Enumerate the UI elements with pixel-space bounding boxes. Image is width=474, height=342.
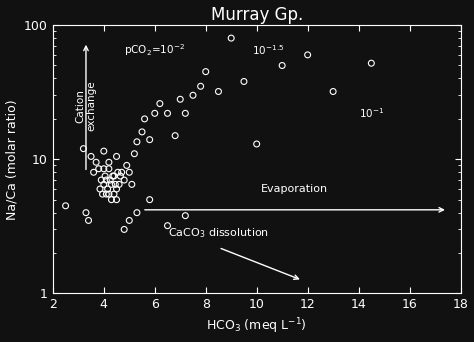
Point: [85, 218, 92, 223]
Point: [156, 101, 164, 106]
Point: [131, 151, 138, 156]
Point: [253, 141, 261, 147]
Point: [128, 182, 136, 187]
Point: [102, 177, 110, 183]
Text: 10$^{-1.5}$: 10$^{-1.5}$: [252, 43, 284, 57]
X-axis label: HCO$_3$ (meq L$^{-1}$): HCO$_3$ (meq L$^{-1}$): [206, 317, 307, 337]
Point: [123, 163, 130, 168]
Point: [176, 96, 184, 102]
Point: [101, 173, 109, 179]
Text: Evaporation: Evaporation: [261, 184, 328, 194]
Point: [146, 137, 154, 142]
Point: [367, 61, 375, 66]
Text: CaCO$_3$ dissolution: CaCO$_3$ dissolution: [167, 226, 269, 240]
Point: [120, 177, 128, 183]
Point: [106, 177, 114, 183]
Y-axis label: Na/Ca (molar ratio): Na/Ca (molar ratio): [6, 99, 18, 220]
Point: [102, 192, 110, 197]
Point: [164, 223, 171, 228]
Point: [80, 146, 87, 152]
Point: [164, 110, 171, 116]
Point: [278, 63, 286, 68]
Point: [95, 166, 102, 171]
Point: [113, 186, 120, 192]
Text: 10$^{-1}$: 10$^{-1}$: [359, 106, 384, 120]
Point: [98, 177, 105, 183]
Point: [87, 154, 95, 159]
Text: pCO$_2$=10$^{-2}$: pCO$_2$=10$^{-2}$: [124, 42, 185, 58]
Point: [100, 182, 108, 187]
Point: [92, 159, 100, 165]
Point: [126, 218, 133, 223]
Point: [215, 89, 222, 94]
Point: [105, 166, 113, 171]
Title: Murray Gp.: Murray Gp.: [210, 5, 303, 24]
Point: [141, 116, 148, 122]
Point: [90, 170, 97, 175]
Point: [189, 93, 197, 98]
Point: [133, 210, 141, 215]
Point: [100, 148, 108, 154]
Point: [133, 139, 141, 145]
Point: [329, 89, 337, 94]
Point: [182, 213, 189, 219]
Point: [197, 83, 204, 89]
Point: [114, 170, 122, 175]
Point: [99, 192, 106, 197]
Point: [120, 227, 128, 232]
Point: [151, 110, 159, 116]
Point: [138, 129, 146, 135]
Point: [115, 182, 123, 187]
Point: [109, 173, 117, 179]
Point: [202, 69, 210, 74]
Point: [82, 210, 90, 215]
Point: [108, 182, 115, 187]
Point: [96, 186, 104, 192]
Point: [182, 110, 189, 116]
Point: [105, 159, 113, 165]
Text: Cation
exchange: Cation exchange: [75, 81, 97, 131]
Point: [172, 133, 179, 139]
Point: [240, 79, 248, 84]
Point: [108, 197, 115, 202]
Point: [111, 182, 119, 187]
Point: [304, 52, 311, 57]
Point: [100, 166, 108, 171]
Point: [146, 197, 154, 202]
Point: [113, 197, 120, 202]
Point: [117, 173, 124, 179]
Point: [118, 170, 126, 175]
Point: [113, 154, 120, 159]
Point: [105, 192, 113, 197]
Point: [110, 173, 118, 179]
Point: [228, 35, 235, 41]
Point: [110, 192, 118, 197]
Point: [126, 170, 133, 175]
Point: [104, 186, 111, 192]
Point: [62, 203, 69, 209]
